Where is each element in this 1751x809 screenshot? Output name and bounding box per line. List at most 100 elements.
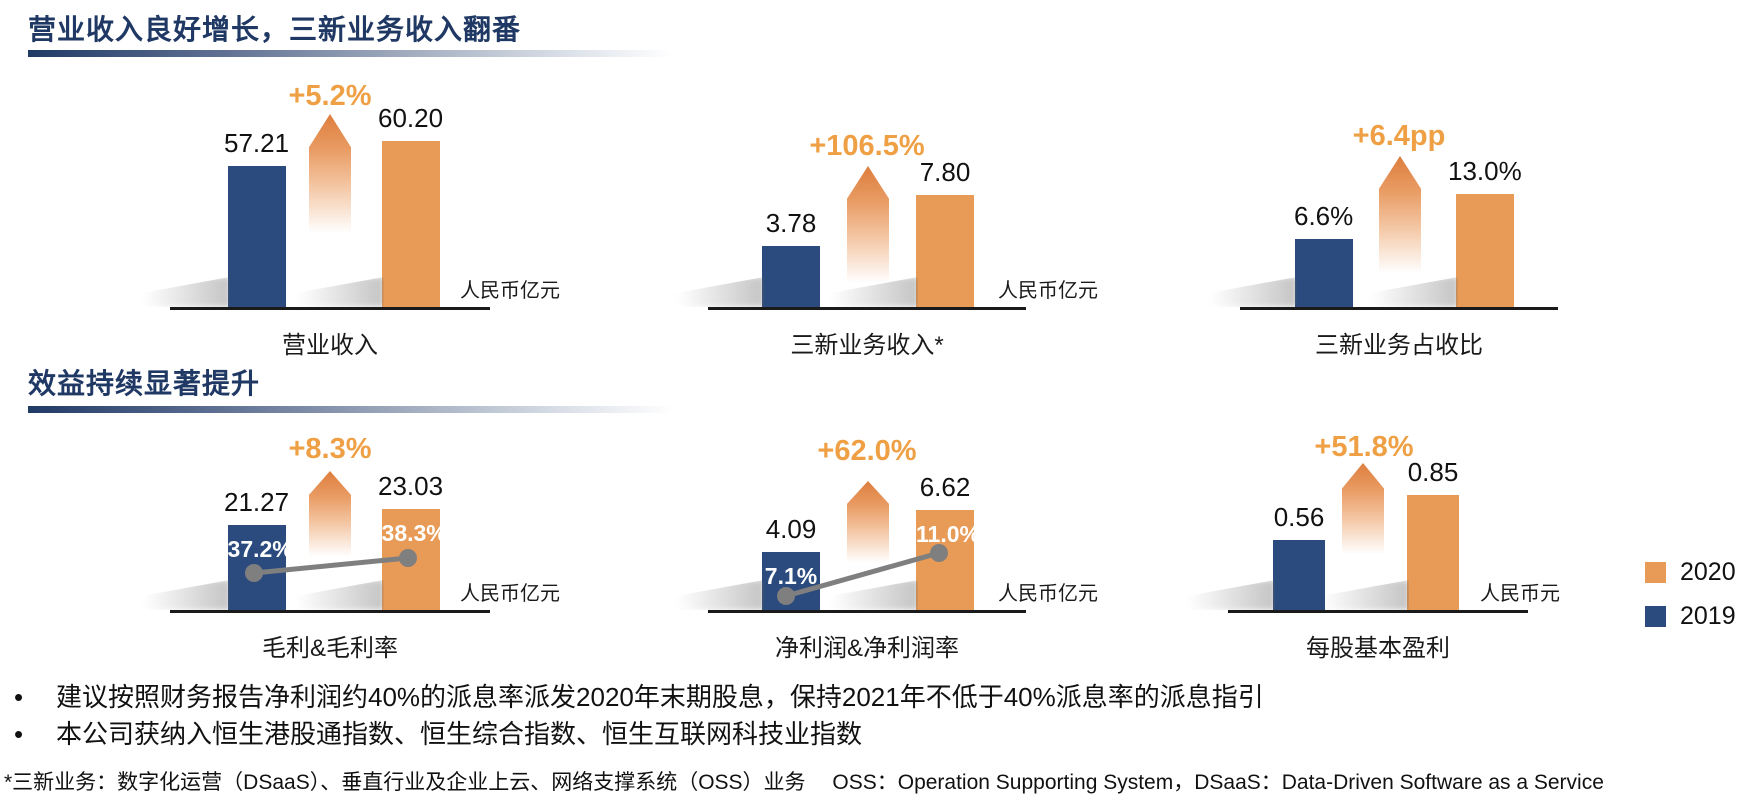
- axis-unit-label: 人民币亿元: [460, 280, 560, 302]
- chart-title: 三新业务占收比: [1315, 332, 1483, 359]
- bullet-marker: •: [14, 682, 24, 712]
- bar-2019: 7.1%: [762, 552, 820, 610]
- chart-title: 每股基本盈利: [1306, 635, 1450, 662]
- up-arrow-icon: [847, 166, 889, 292]
- section-heading-efficiency: 效益持续显著提升: [28, 368, 261, 399]
- bar-group-2020: 13.0%: [1448, 156, 1522, 307]
- bullet-marker: •: [14, 719, 24, 749]
- heading-divider: [28, 50, 673, 57]
- legend: 2020 2019: [1645, 558, 1736, 649]
- chart-plot-area: +5.2% 57.21 60.20 人民币亿元: [170, 72, 560, 310]
- bar-group-2019: 21.27 37.2%: [224, 487, 293, 610]
- bar-value-label: 23.03: [378, 471, 444, 501]
- margin-rate-label: 11.0%: [916, 521, 980, 547]
- bar-2019: [1294, 239, 1353, 307]
- up-arrow-icon: [309, 471, 351, 563]
- x-axis-line: [170, 307, 490, 310]
- bar-value-label: 60.20: [378, 103, 444, 133]
- axis-unit-label: 人民币元: [1480, 583, 1560, 605]
- bar-2020: [1407, 495, 1459, 610]
- bar-group-2020: 7.80: [916, 157, 974, 307]
- bar-value-label: 0.85: [1407, 457, 1459, 487]
- chart-three-new-business-share: +6.4pp 6.6% 13.0% 三新业务占收比: [1240, 72, 1558, 360]
- bar-group-2020: 0.85: [1407, 457, 1459, 610]
- margin-rate-label: 37.2%: [227, 536, 293, 562]
- chart-plot-area: +62.0% 4.09 7.1% 6.62 11.0% 人民币亿元: [708, 425, 1098, 613]
- axis-unit-label: 人民币亿元: [460, 583, 560, 605]
- bullet-text: 本公司获纳入恒生港股通指数、恒生综合指数、恒生互联网科技业指数: [56, 719, 863, 749]
- bar-group-2019: 0.56: [1273, 502, 1325, 610]
- bar-value-label: 13.0%: [1448, 156, 1522, 186]
- up-arrow-icon: [1379, 156, 1421, 282]
- chart-title: 营业收入: [282, 332, 378, 359]
- legend-label: 2019: [1680, 601, 1736, 630]
- bar-value-label: 0.56: [1273, 502, 1325, 532]
- bullet-text: 建议按照财务报告净利润约40%的派息率派发2020年末期股息，保持2021年不低…: [56, 682, 1264, 712]
- chart-gross-profit-margin: +8.3% 21.27 37.2% 23.03 38.3% 人民币亿元: [170, 425, 560, 663]
- growth-label: +62.0%: [817, 435, 917, 467]
- bar-value-label: 7.80: [919, 157, 971, 187]
- bar-2020: [1455, 194, 1514, 307]
- x-axis-line: [708, 610, 1026, 613]
- bar-value-label: 3.78: [765, 208, 817, 238]
- bar-group-2019: 4.09 7.1%: [762, 514, 820, 610]
- legend-item-2020: 2020: [1645, 558, 1736, 586]
- bar-group-2020: 6.62 11.0%: [916, 472, 980, 610]
- chart-title: 毛利&毛利率: [261, 635, 398, 662]
- chart-plot-area: +51.8% 0.56 0.85 人民币元: [1228, 425, 1560, 613]
- section-heading-revenue-growth: 营业收入良好增长，三新业务收入翻番: [28, 14, 522, 45]
- margin-rate-label: 38.3%: [381, 520, 447, 546]
- bar-value-label: 6.6%: [1294, 201, 1354, 231]
- bar-value-label: 21.27: [224, 487, 290, 517]
- bullet-item-dividend: • 建议按照财务报告净利润约40%的派息率派发2020年末期股息，保持2021年…: [14, 679, 1264, 716]
- x-axis-line: [1228, 610, 1528, 613]
- chart-plot-area: +8.3% 21.27 37.2% 23.03 38.3% 人民币亿元: [170, 425, 560, 613]
- chart-plot-area: +106.5% 3.78 7.80 人民币亿元: [708, 72, 1098, 310]
- bar-2020: [916, 195, 974, 307]
- chart-title: 三新业务收入*: [790, 332, 944, 359]
- bar-group-2019: 57.21: [224, 128, 289, 307]
- margin-rate-label: 7.1%: [764, 563, 818, 589]
- up-arrow-icon: [847, 481, 889, 569]
- growth-label: +6.4pp: [1352, 120, 1446, 152]
- bar-group-2020: 60.20: [378, 103, 443, 307]
- legend-swatch-2020: [1645, 561, 1666, 583]
- up-arrow-icon: [1342, 463, 1384, 561]
- bar-value-label: 6.62: [919, 472, 971, 502]
- footnote: *三新业务：数字化运营（DSaaS）、垂直行业及企业上云、网络支撑系统（OSS）…: [4, 771, 1604, 794]
- chart-operating-revenue: +5.2% 57.21 60.20 人民币亿元 营业收入: [170, 72, 560, 360]
- legend-label: 2020: [1680, 557, 1736, 586]
- up-arrow-icon: [309, 114, 351, 242]
- bar-2019: [227, 166, 286, 307]
- growth-label: +5.2%: [288, 80, 372, 112]
- bar-2020: 11.0%: [916, 510, 980, 610]
- bullet-item-indexes: • 本公司获纳入恒生港股通指数、恒生综合指数、恒生互联网科技业指数: [14, 716, 1264, 753]
- x-axis-line: [1240, 307, 1558, 310]
- chart-title: 净利润&净利润率: [774, 635, 959, 662]
- x-axis-line: [708, 307, 1026, 310]
- growth-label: +8.3%: [288, 433, 372, 465]
- growth-label: +51.8%: [1314, 431, 1414, 463]
- heading-divider: [28, 406, 673, 413]
- chart-three-new-business-revenue: +106.5% 3.78 7.80 人民币亿元 三新业务收入*: [708, 72, 1098, 360]
- bar-value-label: 4.09: [765, 514, 817, 544]
- chart-basic-eps: +51.8% 0.56 0.85 人民币元 每股基本盈利: [1228, 425, 1560, 663]
- bar-group-2019: 6.6%: [1294, 201, 1353, 307]
- axis-unit-label: 人民币亿元: [998, 280, 1098, 302]
- bar-group-2020: 23.03 38.3%: [378, 471, 447, 610]
- bar-2020: [381, 141, 440, 307]
- bar-group-2019: 3.78: [762, 208, 820, 307]
- axis-unit-label: 人民币亿元: [998, 583, 1098, 605]
- bullet-list: • 建议按照财务报告净利润约40%的派息率派发2020年末期股息，保持2021年…: [14, 679, 1264, 753]
- bar-2019: [762, 246, 820, 307]
- legend-item-2019: 2019: [1645, 602, 1736, 630]
- legend-swatch-2019: [1645, 605, 1666, 627]
- growth-label: +106.5%: [809, 130, 925, 162]
- x-axis-line: [170, 610, 490, 613]
- bar-value-label: 57.21: [224, 128, 290, 158]
- chart-net-profit-margin: +62.0% 4.09 7.1% 6.62 11.0% 人民币亿元: [708, 425, 1098, 663]
- bar-2019: 37.2%: [227, 525, 293, 610]
- bar-2020: 38.3%: [381, 509, 447, 610]
- chart-plot-area: +6.4pp 6.6% 13.0%: [1240, 72, 1558, 310]
